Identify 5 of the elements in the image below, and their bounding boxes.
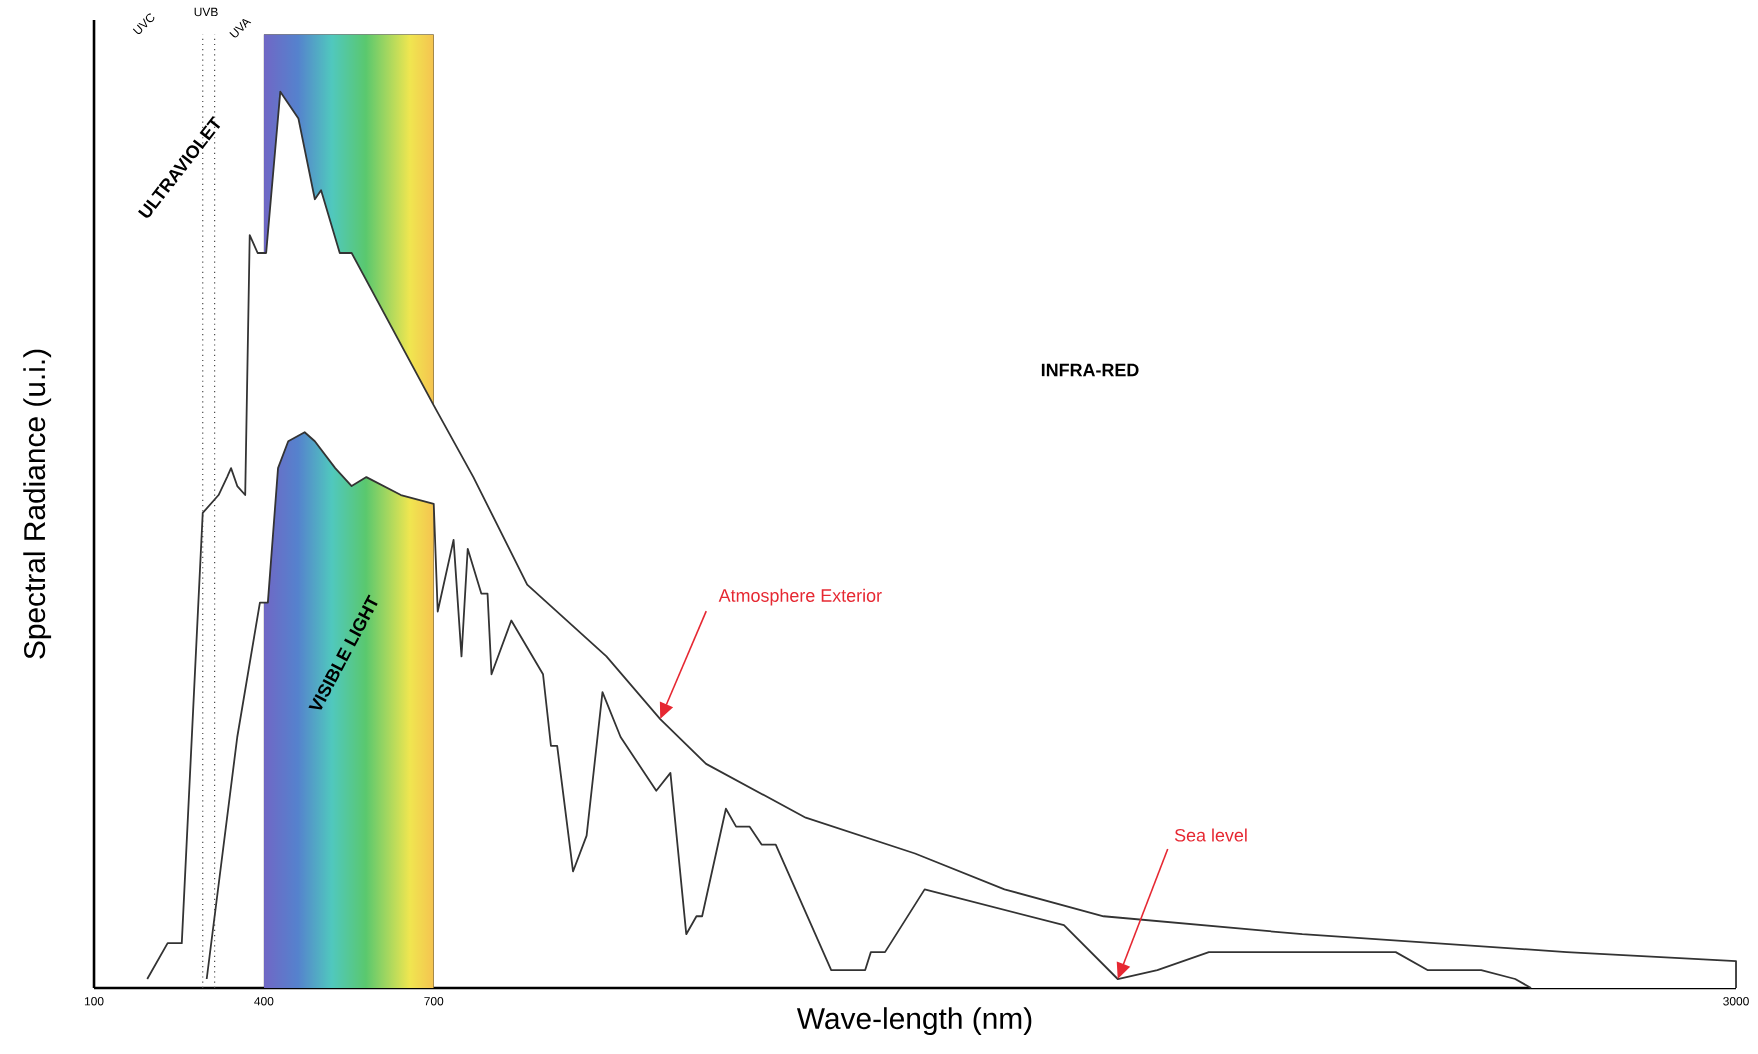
annotation: Sea level xyxy=(1174,828,1247,842)
annotation: Atmosphere Exterior xyxy=(718,588,882,606)
annotation: INFRA-RED xyxy=(1041,363,1139,377)
y-axis-title: Spectral Radiance (u.i.) xyxy=(23,349,52,659)
x-axis-title: Wave-length (nm) xyxy=(796,1007,1032,1036)
